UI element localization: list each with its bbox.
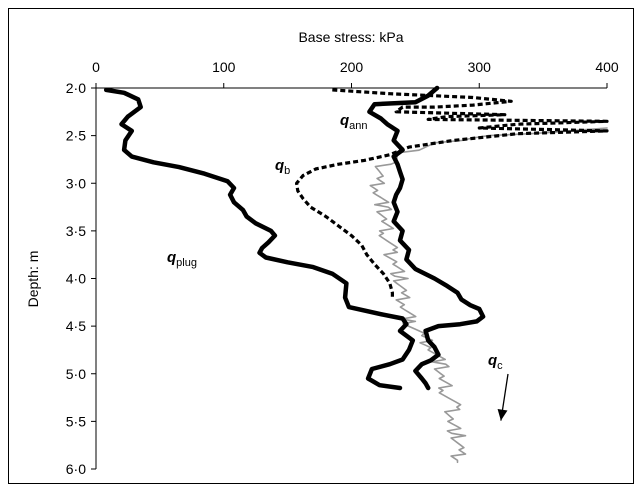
y-tick-label: 3·5 [66, 223, 86, 239]
x-axis-title: Base stress: kPa [298, 29, 403, 45]
series-line-q_plug [103, 87, 416, 391]
annotation-arrow-head [497, 408, 508, 421]
y-tick-label: 4·5 [66, 318, 86, 334]
series-label-q_c: qc [488, 352, 503, 372]
x-tick-label: 300 [468, 59, 492, 75]
series-line-q_c [369, 127, 608, 464]
y-tick-label: 6·0 [66, 461, 86, 477]
x-tick-label: 200 [340, 59, 364, 75]
x-tick-label: 100 [212, 59, 236, 75]
x-tick-label: 400 [595, 59, 619, 75]
series-label-q_plug: qplug [167, 249, 197, 269]
y-tick-label: 2·0 [66, 80, 86, 96]
chart-frame [8, 8, 634, 484]
series-line-q_b [295, 88, 609, 300]
y-tick-label: 2·5 [66, 128, 86, 144]
y-tick-label: 5·0 [66, 366, 86, 382]
series-line-q_ann [367, 85, 486, 391]
y-tick-label: 3·0 [66, 175, 86, 191]
y-tick-label: 4·0 [66, 271, 86, 287]
x-tick-label: 0 [92, 59, 100, 75]
series-layer [103, 85, 609, 464]
y-axis-title: Depth: m [25, 251, 41, 308]
series-label-q_ann: qann [340, 112, 368, 132]
labels-layer: qplug qann qb qc [167, 112, 509, 421]
series-label-q_b: qb [275, 157, 290, 177]
axes: 0 100 200 300 400 2·0 2·5 3·0 3·5 4·0 4·5 5·0 5·5 6·0 [66, 59, 619, 477]
y-tick-label: 5·5 [66, 413, 86, 429]
